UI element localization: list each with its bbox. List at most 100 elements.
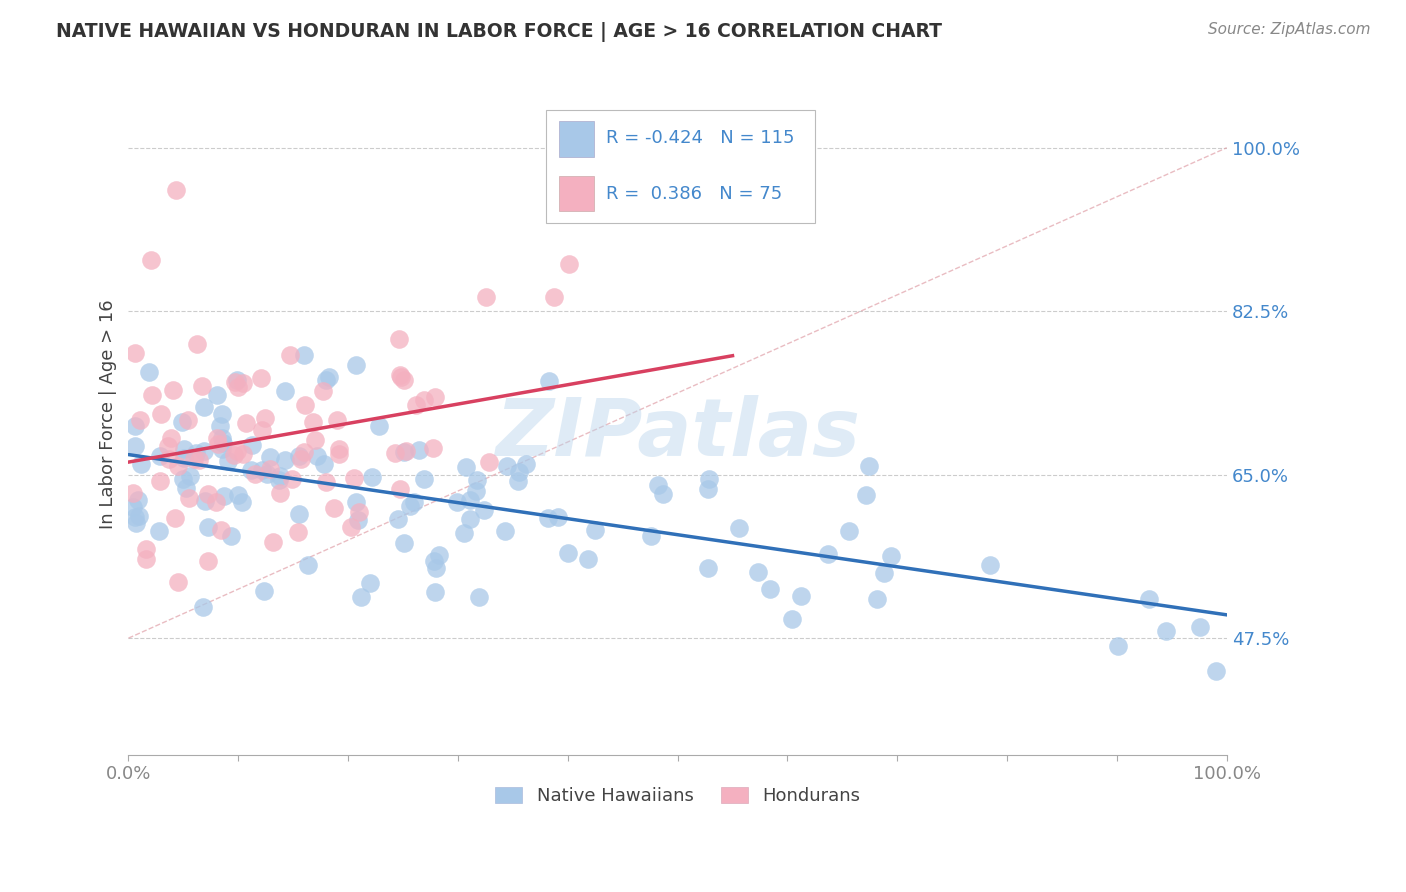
Point xyxy=(537,374,560,388)
Point xyxy=(699,472,721,486)
Point xyxy=(728,521,751,535)
Point xyxy=(347,505,370,519)
Point xyxy=(139,252,162,267)
Point xyxy=(350,590,373,604)
FancyBboxPatch shape xyxy=(560,176,595,211)
Point xyxy=(979,558,1001,573)
Point xyxy=(162,384,184,398)
Point xyxy=(425,561,447,575)
Point xyxy=(557,546,579,560)
Point xyxy=(183,452,205,467)
Point xyxy=(422,442,444,456)
Point xyxy=(166,459,188,474)
FancyBboxPatch shape xyxy=(560,121,595,157)
Point xyxy=(866,592,889,607)
Point xyxy=(318,369,340,384)
Point xyxy=(1154,624,1177,638)
Point xyxy=(696,560,718,574)
Point xyxy=(287,524,309,539)
Point xyxy=(232,447,254,461)
Point xyxy=(205,495,228,509)
Point xyxy=(413,392,436,407)
Point xyxy=(326,413,349,427)
Point xyxy=(392,445,415,459)
Point xyxy=(454,459,477,474)
Point xyxy=(468,591,491,605)
Point xyxy=(135,551,157,566)
Point xyxy=(252,423,274,437)
Point xyxy=(790,589,813,603)
Point xyxy=(281,472,304,486)
Point xyxy=(304,434,326,448)
Point xyxy=(311,384,333,399)
Point xyxy=(179,469,201,483)
Point xyxy=(256,467,278,481)
Point xyxy=(217,454,239,468)
Point xyxy=(222,448,245,462)
Point xyxy=(506,474,529,488)
Point xyxy=(129,457,152,471)
Point xyxy=(122,500,145,514)
Point xyxy=(392,536,415,550)
Text: R =  0.386   N = 75: R = 0.386 N = 75 xyxy=(606,185,783,202)
Point xyxy=(558,257,581,271)
Point xyxy=(235,416,257,430)
Point xyxy=(387,512,409,526)
Point xyxy=(191,600,214,615)
Point xyxy=(138,365,160,379)
Point xyxy=(405,399,427,413)
Point xyxy=(817,547,839,561)
Point xyxy=(174,481,197,495)
Point xyxy=(315,373,337,387)
Point xyxy=(135,541,157,556)
Point xyxy=(1188,620,1211,634)
Point xyxy=(384,446,406,460)
Legend: Native Hawaiians, Hondurans: Native Hawaiians, Hondurans xyxy=(486,778,869,814)
Y-axis label: In Labor Force | Age > 16: In Labor Force | Age > 16 xyxy=(100,299,117,529)
Point xyxy=(124,419,146,434)
Point xyxy=(292,348,315,362)
Point xyxy=(446,495,468,509)
Text: R = -0.424   N = 115: R = -0.424 N = 115 xyxy=(606,128,794,147)
Point xyxy=(547,509,569,524)
Point xyxy=(252,583,274,598)
Point xyxy=(211,431,233,445)
Point xyxy=(314,457,336,471)
Point xyxy=(343,471,366,485)
Point xyxy=(191,379,214,393)
Point xyxy=(150,407,173,421)
Point xyxy=(747,565,769,579)
Point xyxy=(267,473,290,487)
Point xyxy=(1107,639,1129,653)
Text: Source: ZipAtlas.com: Source: ZipAtlas.com xyxy=(1208,22,1371,37)
Point xyxy=(423,584,446,599)
Point xyxy=(187,452,209,467)
Point xyxy=(124,439,146,453)
Point xyxy=(225,444,247,458)
Point xyxy=(193,444,215,458)
Point xyxy=(302,415,325,429)
Point xyxy=(197,520,219,534)
Point xyxy=(465,473,488,487)
Point xyxy=(412,472,434,486)
Point xyxy=(408,443,430,458)
Point xyxy=(269,486,291,500)
Point xyxy=(173,450,195,465)
Point xyxy=(458,512,481,526)
Point xyxy=(211,442,233,456)
Point xyxy=(543,290,565,304)
Point xyxy=(280,348,302,362)
Point xyxy=(212,489,235,503)
Point xyxy=(240,463,263,477)
Point xyxy=(465,483,488,498)
Point xyxy=(425,390,447,404)
Point xyxy=(250,463,273,477)
Point xyxy=(226,379,249,393)
Point xyxy=(167,575,190,590)
Point xyxy=(165,183,187,197)
Point xyxy=(389,369,412,384)
Point xyxy=(474,290,496,304)
Point xyxy=(388,333,411,347)
Point xyxy=(838,524,860,538)
Point xyxy=(458,492,481,507)
